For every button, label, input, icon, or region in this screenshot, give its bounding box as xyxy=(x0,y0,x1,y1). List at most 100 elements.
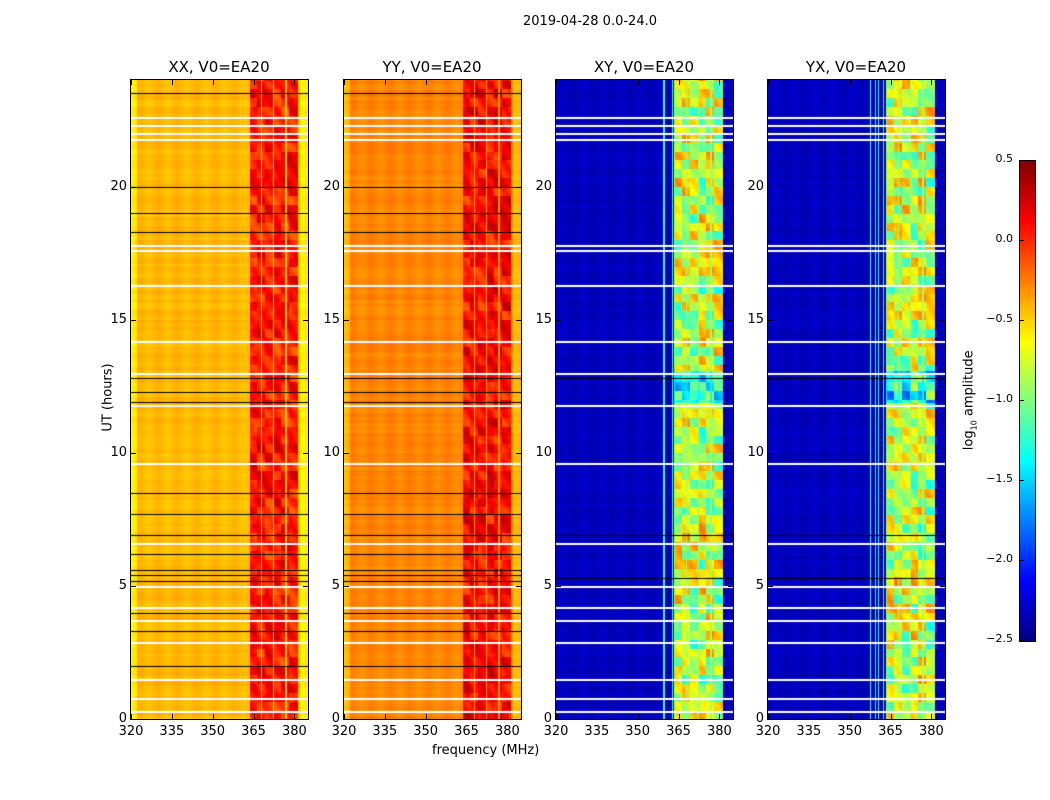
x-tick-mark xyxy=(466,80,468,85)
colorbar-label-log: log xyxy=(961,430,977,451)
colorbar-tick-label: 0.0 xyxy=(995,232,1014,245)
x-tick-label: 365 xyxy=(878,724,903,739)
heatmap-image xyxy=(768,80,945,719)
x-tick-mark xyxy=(890,714,892,719)
y-tick-mark xyxy=(940,187,945,188)
x-tick-label: 350 xyxy=(625,724,651,739)
heatmap-image xyxy=(131,80,308,719)
x-tick-label: 320 xyxy=(331,724,357,739)
x-tick-mark xyxy=(719,714,721,719)
x-tick-mark xyxy=(719,80,721,85)
x-tick-mark xyxy=(384,80,386,85)
x-tick-mark xyxy=(637,80,639,85)
y-tick-mark xyxy=(728,320,733,321)
x-tick-label: 335 xyxy=(159,724,185,739)
x-tick-mark xyxy=(556,714,557,719)
y-tick-mark xyxy=(303,586,308,587)
y-tick-mark xyxy=(728,453,733,454)
x-tick-label: 320 xyxy=(755,724,781,739)
x-tick-mark xyxy=(253,80,255,85)
x-tick-mark xyxy=(768,714,769,719)
panel-title: YX, V0=EA20 xyxy=(805,58,907,76)
colorbar-tick-mark xyxy=(1020,640,1024,641)
colorbar-tick-label: −0.5 xyxy=(986,312,1013,325)
y-tick-mark xyxy=(728,719,733,720)
y-tick-mark xyxy=(556,187,561,188)
x-tick-mark xyxy=(596,714,598,719)
x-tick-mark xyxy=(344,714,345,719)
x-tick-label: 335 xyxy=(584,724,610,739)
y-tick-mark xyxy=(303,453,308,454)
y-tick-label: 5 xyxy=(331,578,340,593)
x-tick-mark xyxy=(931,714,933,719)
y-tick-mark xyxy=(556,586,561,587)
x-tick-label: 365 xyxy=(454,724,479,739)
y-tick-label: 10 xyxy=(535,445,552,460)
y-tick-label: 5 xyxy=(543,578,552,593)
colorbar-tick-mark xyxy=(1020,240,1024,241)
x-tick-label: 320 xyxy=(118,724,144,739)
x-tick-label: 335 xyxy=(372,724,398,739)
x-tick-mark xyxy=(507,714,509,719)
x-tick-mark xyxy=(808,714,810,719)
x-tick-mark xyxy=(425,714,427,719)
y-tick-mark xyxy=(344,586,349,587)
x-tick-mark xyxy=(678,714,680,719)
colorbar-tick-label: −1.0 xyxy=(986,392,1013,405)
y-tick-label: 15 xyxy=(535,312,552,327)
x-tick-mark xyxy=(678,80,680,85)
y-tick-label: 20 xyxy=(535,179,552,194)
x-tick-mark xyxy=(596,80,598,85)
y-tick-mark xyxy=(768,187,773,188)
y-tick-mark xyxy=(940,453,945,454)
x-tick-mark xyxy=(849,714,851,719)
colorbar-tick-label: 0.5 xyxy=(995,152,1014,165)
y-tick-mark xyxy=(556,453,561,454)
colorbar-label-sub: 10 xyxy=(969,420,979,431)
y-tick-mark xyxy=(516,453,521,454)
y-tick-label: 0 xyxy=(331,711,340,726)
y-tick-mark xyxy=(516,586,521,587)
y-tick-label: 20 xyxy=(110,179,127,194)
x-tick-label: 365 xyxy=(241,724,266,739)
x-tick-mark xyxy=(294,714,296,719)
y-tick-label: 5 xyxy=(755,578,764,593)
y-tick-mark xyxy=(131,586,136,587)
x-tick-mark xyxy=(212,80,214,85)
colorbar-tick-mark xyxy=(1020,400,1024,401)
figure-suptitle: 2019-04-28 0.0-24.0 xyxy=(523,14,657,29)
y-tick-mark xyxy=(768,719,773,720)
x-tick-mark xyxy=(637,714,639,719)
y-tick-label: 0 xyxy=(755,711,764,726)
y-tick-mark xyxy=(131,453,136,454)
x-tick-mark xyxy=(425,80,427,85)
y-tick-mark xyxy=(131,320,136,321)
x-tick-mark xyxy=(384,714,386,719)
y-tick-mark xyxy=(516,320,521,321)
panel-title: YY, V0=EA20 xyxy=(382,58,482,76)
y-tick-label: 10 xyxy=(323,445,340,460)
y-tick-mark xyxy=(940,719,945,720)
y-tick-mark xyxy=(940,320,945,321)
y-tick-mark xyxy=(303,320,308,321)
y-tick-label: 10 xyxy=(110,445,127,460)
colorbar-label-rest: amplitude xyxy=(961,350,977,421)
y-tick-label: 20 xyxy=(323,179,340,194)
x-tick-mark xyxy=(294,80,296,85)
heatmap-panel-1 xyxy=(130,79,309,720)
x-tick-mark xyxy=(931,80,933,85)
y-axis-label: UT (hours) xyxy=(100,363,116,432)
x-tick-label: 380 xyxy=(918,724,944,739)
x-tick-mark xyxy=(344,80,345,85)
x-tick-mark xyxy=(212,714,214,719)
colorbar xyxy=(1019,160,1036,642)
y-tick-mark xyxy=(516,719,521,720)
x-tick-mark xyxy=(253,714,255,719)
y-tick-mark xyxy=(344,187,349,188)
y-tick-mark xyxy=(768,586,773,587)
y-tick-mark xyxy=(131,719,136,720)
colorbar-tick-mark xyxy=(1020,480,1024,481)
x-tick-label: 380 xyxy=(706,724,732,739)
x-axis-label: frequency (MHz) xyxy=(432,743,540,758)
y-tick-label: 15 xyxy=(747,312,764,327)
